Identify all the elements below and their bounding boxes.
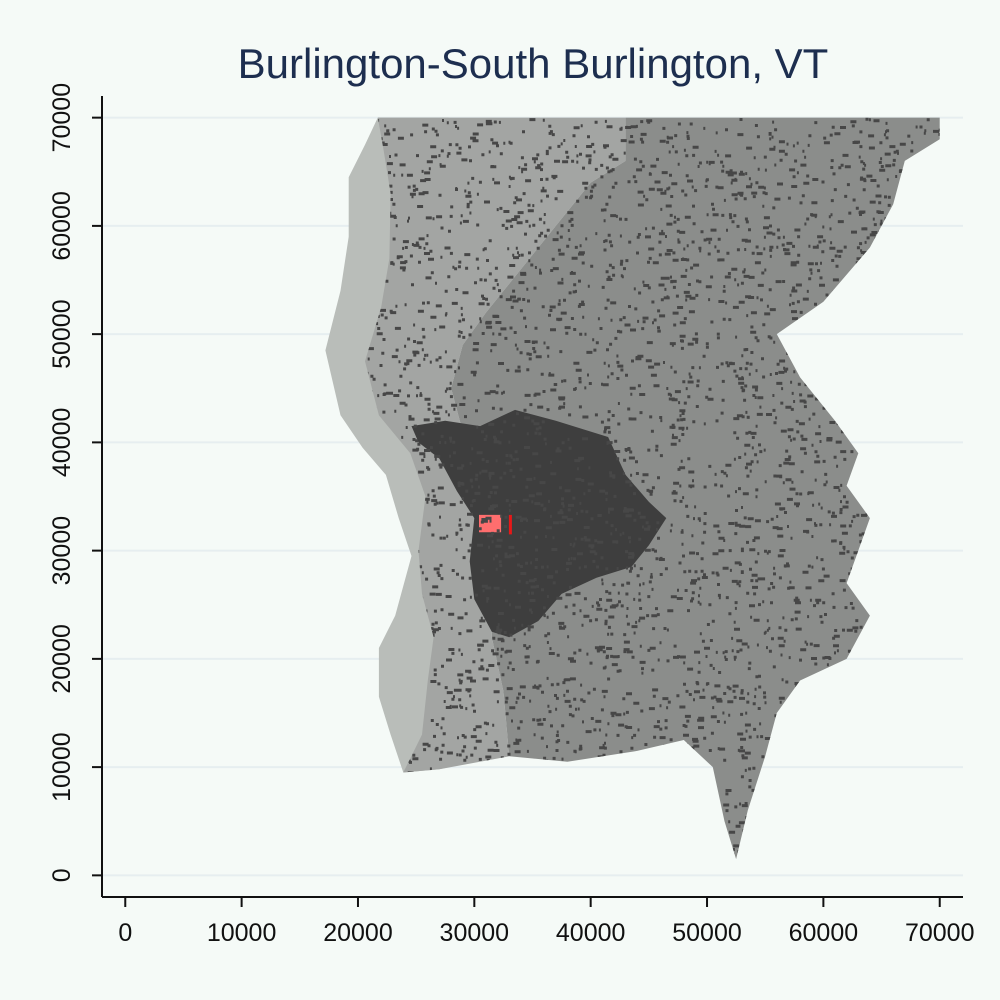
map-area: [325, 117, 940, 860]
y-tick-label-10000: 10000: [48, 732, 76, 802]
x-tick-label-0: 0: [118, 919, 132, 947]
x-tick-label-70000: 70000: [905, 919, 975, 947]
y-tick-label-60000: 60000: [48, 191, 76, 261]
road-speckle: [365, 117, 940, 860]
y-tick-label-70000: 70000: [48, 83, 76, 153]
y-tick-label-30000: 30000: [48, 516, 76, 586]
x-tick-label-20000: 20000: [323, 919, 393, 947]
axes: 0 10000 20000 30000 40000 50000 60000 70000 0 100…: [48, 83, 974, 947]
x-tick-label-50000: 50000: [672, 919, 742, 947]
map-region-urban: [411, 409, 667, 638]
y-tick-label-20000: 20000: [48, 624, 76, 694]
x-tick-label-40000: 40000: [556, 919, 626, 947]
map-region-land-medium: [365, 117, 626, 773]
map-region-land-dark: [451, 117, 940, 860]
x-tick-label-30000: 30000: [440, 919, 510, 947]
chart-title: Burlington-South Burlington, VT: [238, 40, 829, 87]
speckle-dots: [365, 117, 940, 860]
y-tick-label-50000: 50000: [48, 299, 76, 369]
y-tick-label-40000: 40000: [48, 408, 76, 478]
x-tick-label-10000: 10000: [207, 919, 277, 947]
y-tick-label-0: 0: [48, 868, 76, 882]
x-tick-label-60000: 60000: [789, 919, 859, 947]
